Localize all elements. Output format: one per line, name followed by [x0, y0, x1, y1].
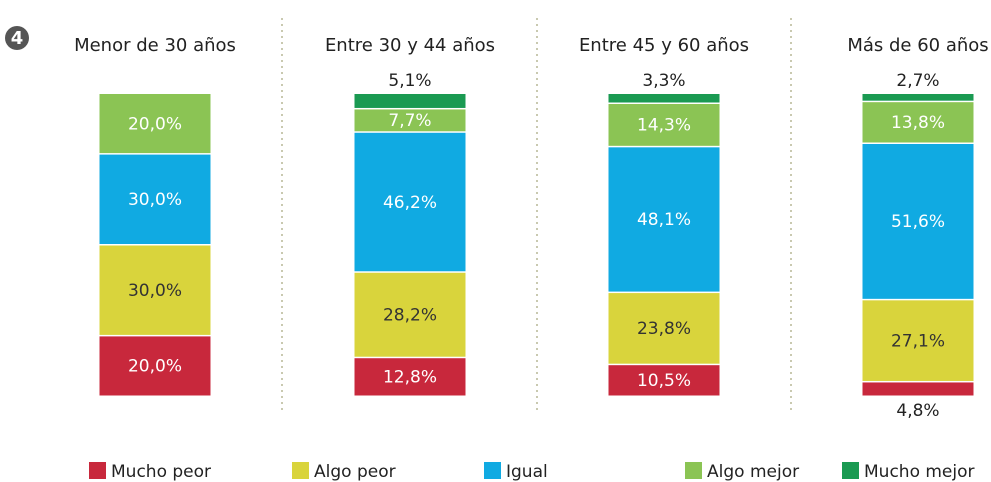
bar-segment	[608, 103, 720, 146]
bar-segment	[99, 336, 211, 396]
bar-segment	[354, 132, 466, 272]
bar-segment	[99, 245, 211, 335]
bar-segment	[608, 293, 720, 364]
bar-segment	[862, 143, 974, 299]
bar-segment	[608, 94, 720, 103]
bar-segment	[608, 147, 720, 292]
panel-title: Entre 45 y 60 años	[579, 35, 749, 56]
legend-swatch	[292, 462, 309, 479]
bar-segment	[354, 94, 466, 108]
bar-segment	[354, 358, 466, 396]
value-label: 48,1%	[637, 210, 691, 230]
bar-segment	[99, 94, 211, 154]
badge-number: 4	[11, 28, 24, 49]
legend-label: Mucho mejor	[864, 462, 975, 482]
bar-segment	[862, 300, 974, 381]
value-label: 5,1%	[388, 71, 431, 91]
value-label: 2,7%	[896, 71, 939, 91]
legend-swatch	[685, 462, 702, 479]
badge	[5, 26, 29, 50]
value-label: 10,5%	[637, 371, 691, 391]
value-label: 3,3%	[642, 71, 685, 91]
value-label: 27,1%	[891, 331, 945, 351]
value-label: 12,8%	[383, 368, 437, 388]
value-label: 7,7%	[388, 111, 431, 131]
legend-swatch	[484, 462, 501, 479]
bar-segment	[99, 154, 211, 244]
legend-label: Mucho peor	[111, 462, 211, 482]
value-label: 20,0%	[128, 357, 182, 377]
panel-title: Más de 60 años	[847, 35, 988, 56]
value-label: 4,8%	[896, 401, 939, 421]
value-label: 13,8%	[891, 113, 945, 133]
value-label: 14,3%	[637, 116, 691, 136]
value-label: 23,8%	[637, 319, 691, 339]
bar-segment	[354, 109, 466, 132]
value-label: 30,0%	[128, 281, 182, 301]
panel-title: Entre 30 y 44 años	[325, 35, 495, 56]
legend-swatch	[89, 462, 106, 479]
bar-segment	[862, 102, 974, 143]
bar-segment	[354, 272, 466, 357]
panel-title: Menor de 30 años	[74, 35, 236, 56]
bar-segment	[862, 94, 974, 101]
value-label: 28,2%	[383, 305, 437, 325]
value-label: 46,2%	[383, 193, 437, 213]
bar-segment	[608, 365, 720, 396]
bar-segment	[862, 382, 974, 396]
legend-label: Igual	[506, 462, 548, 482]
legend-swatch	[842, 462, 859, 479]
legend-label: Algo peor	[314, 462, 396, 482]
value-label: 51,6%	[891, 212, 945, 232]
value-label: 30,0%	[128, 190, 182, 210]
value-label: 20,0%	[128, 114, 182, 134]
legend-label: Algo mejor	[707, 462, 799, 482]
